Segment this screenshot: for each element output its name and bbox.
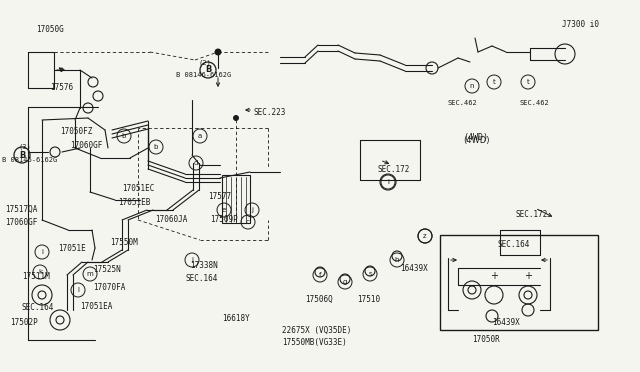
- Text: b: b: [122, 133, 126, 139]
- Circle shape: [214, 48, 221, 55]
- Text: 16439X: 16439X: [400, 264, 428, 273]
- Text: n: n: [470, 83, 474, 89]
- Text: SEC.172: SEC.172: [516, 210, 548, 219]
- Bar: [222, 175, 250, 223]
- Text: s: s: [368, 271, 372, 277]
- Text: 16618Y: 16618Y: [222, 314, 250, 323]
- Text: t: t: [527, 79, 529, 85]
- Text: 17070FA: 17070FA: [93, 283, 125, 292]
- Text: 17511M: 17511M: [22, 272, 50, 281]
- Text: 17060JA: 17060JA: [155, 215, 188, 224]
- Text: 17550M: 17550M: [110, 238, 138, 247]
- Text: 17050R: 17050R: [472, 335, 500, 344]
- Text: 17051E: 17051E: [58, 244, 86, 253]
- Text: 17051EC: 17051EC: [122, 184, 154, 193]
- Text: 17525N: 17525N: [93, 265, 121, 274]
- Text: m: m: [86, 271, 93, 277]
- Text: (4WD): (4WD): [463, 133, 488, 142]
- Text: b: b: [154, 144, 158, 150]
- Text: 16439X: 16439X: [492, 318, 520, 327]
- Circle shape: [233, 115, 239, 121]
- Bar: [440, 235, 598, 330]
- Text: 17517QA: 17517QA: [5, 205, 37, 214]
- Text: B 08146-6162G: B 08146-6162G: [2, 157, 57, 163]
- Text: SEC.462: SEC.462: [519, 100, 548, 106]
- Text: i: i: [387, 179, 389, 185]
- Text: 17051EB: 17051EB: [118, 198, 150, 207]
- Text: 17502P: 17502P: [10, 318, 38, 327]
- Text: J7300 i0: J7300 i0: [562, 20, 599, 29]
- Text: l: l: [77, 287, 79, 293]
- Text: h: h: [395, 257, 399, 263]
- Text: 17050G: 17050G: [36, 25, 64, 34]
- Text: SEC.164: SEC.164: [22, 303, 54, 312]
- Text: 17338N: 17338N: [190, 261, 218, 270]
- Text: d: d: [194, 160, 198, 166]
- Text: e: e: [222, 207, 226, 213]
- Text: z: z: [423, 233, 427, 239]
- Text: 22675X (VQ35DE): 22675X (VQ35DE): [282, 326, 351, 335]
- Text: SEC.462: SEC.462: [447, 100, 477, 106]
- Text: +: +: [490, 271, 498, 281]
- Text: c: c: [246, 219, 250, 225]
- Text: SEC.164: SEC.164: [185, 274, 218, 283]
- Text: i: i: [41, 249, 43, 255]
- Text: j: j: [251, 207, 253, 213]
- Text: 17550MB(VG33E): 17550MB(VG33E): [282, 338, 347, 347]
- Text: a: a: [198, 133, 202, 139]
- Text: t: t: [493, 79, 495, 85]
- Text: g: g: [343, 279, 347, 285]
- Text: f: f: [319, 272, 321, 278]
- Text: SEC.223: SEC.223: [253, 108, 285, 117]
- Text: 17510: 17510: [357, 295, 380, 304]
- Text: 17509P: 17509P: [210, 215, 237, 224]
- Text: 17050FZ: 17050FZ: [60, 127, 92, 136]
- Text: 17506Q: 17506Q: [305, 295, 333, 304]
- Text: SEC.164: SEC.164: [498, 240, 531, 249]
- Text: (4WD): (4WD): [463, 137, 490, 145]
- Text: j: j: [191, 257, 193, 263]
- Text: +: +: [524, 271, 532, 281]
- Text: 17576: 17576: [50, 83, 73, 92]
- Text: 17060GF: 17060GF: [5, 218, 37, 227]
- Text: (3): (3): [18, 144, 31, 151]
- Text: SEC.172: SEC.172: [378, 165, 410, 174]
- Text: (2): (2): [198, 59, 211, 65]
- Text: B: B: [205, 65, 211, 74]
- Text: 17577: 17577: [208, 192, 231, 201]
- Text: 17060GF: 17060GF: [70, 141, 102, 150]
- Text: 17051EA: 17051EA: [80, 302, 113, 311]
- Text: k: k: [38, 269, 42, 275]
- Text: B: B: [19, 151, 25, 160]
- Text: B 08146-6162G: B 08146-6162G: [176, 72, 231, 78]
